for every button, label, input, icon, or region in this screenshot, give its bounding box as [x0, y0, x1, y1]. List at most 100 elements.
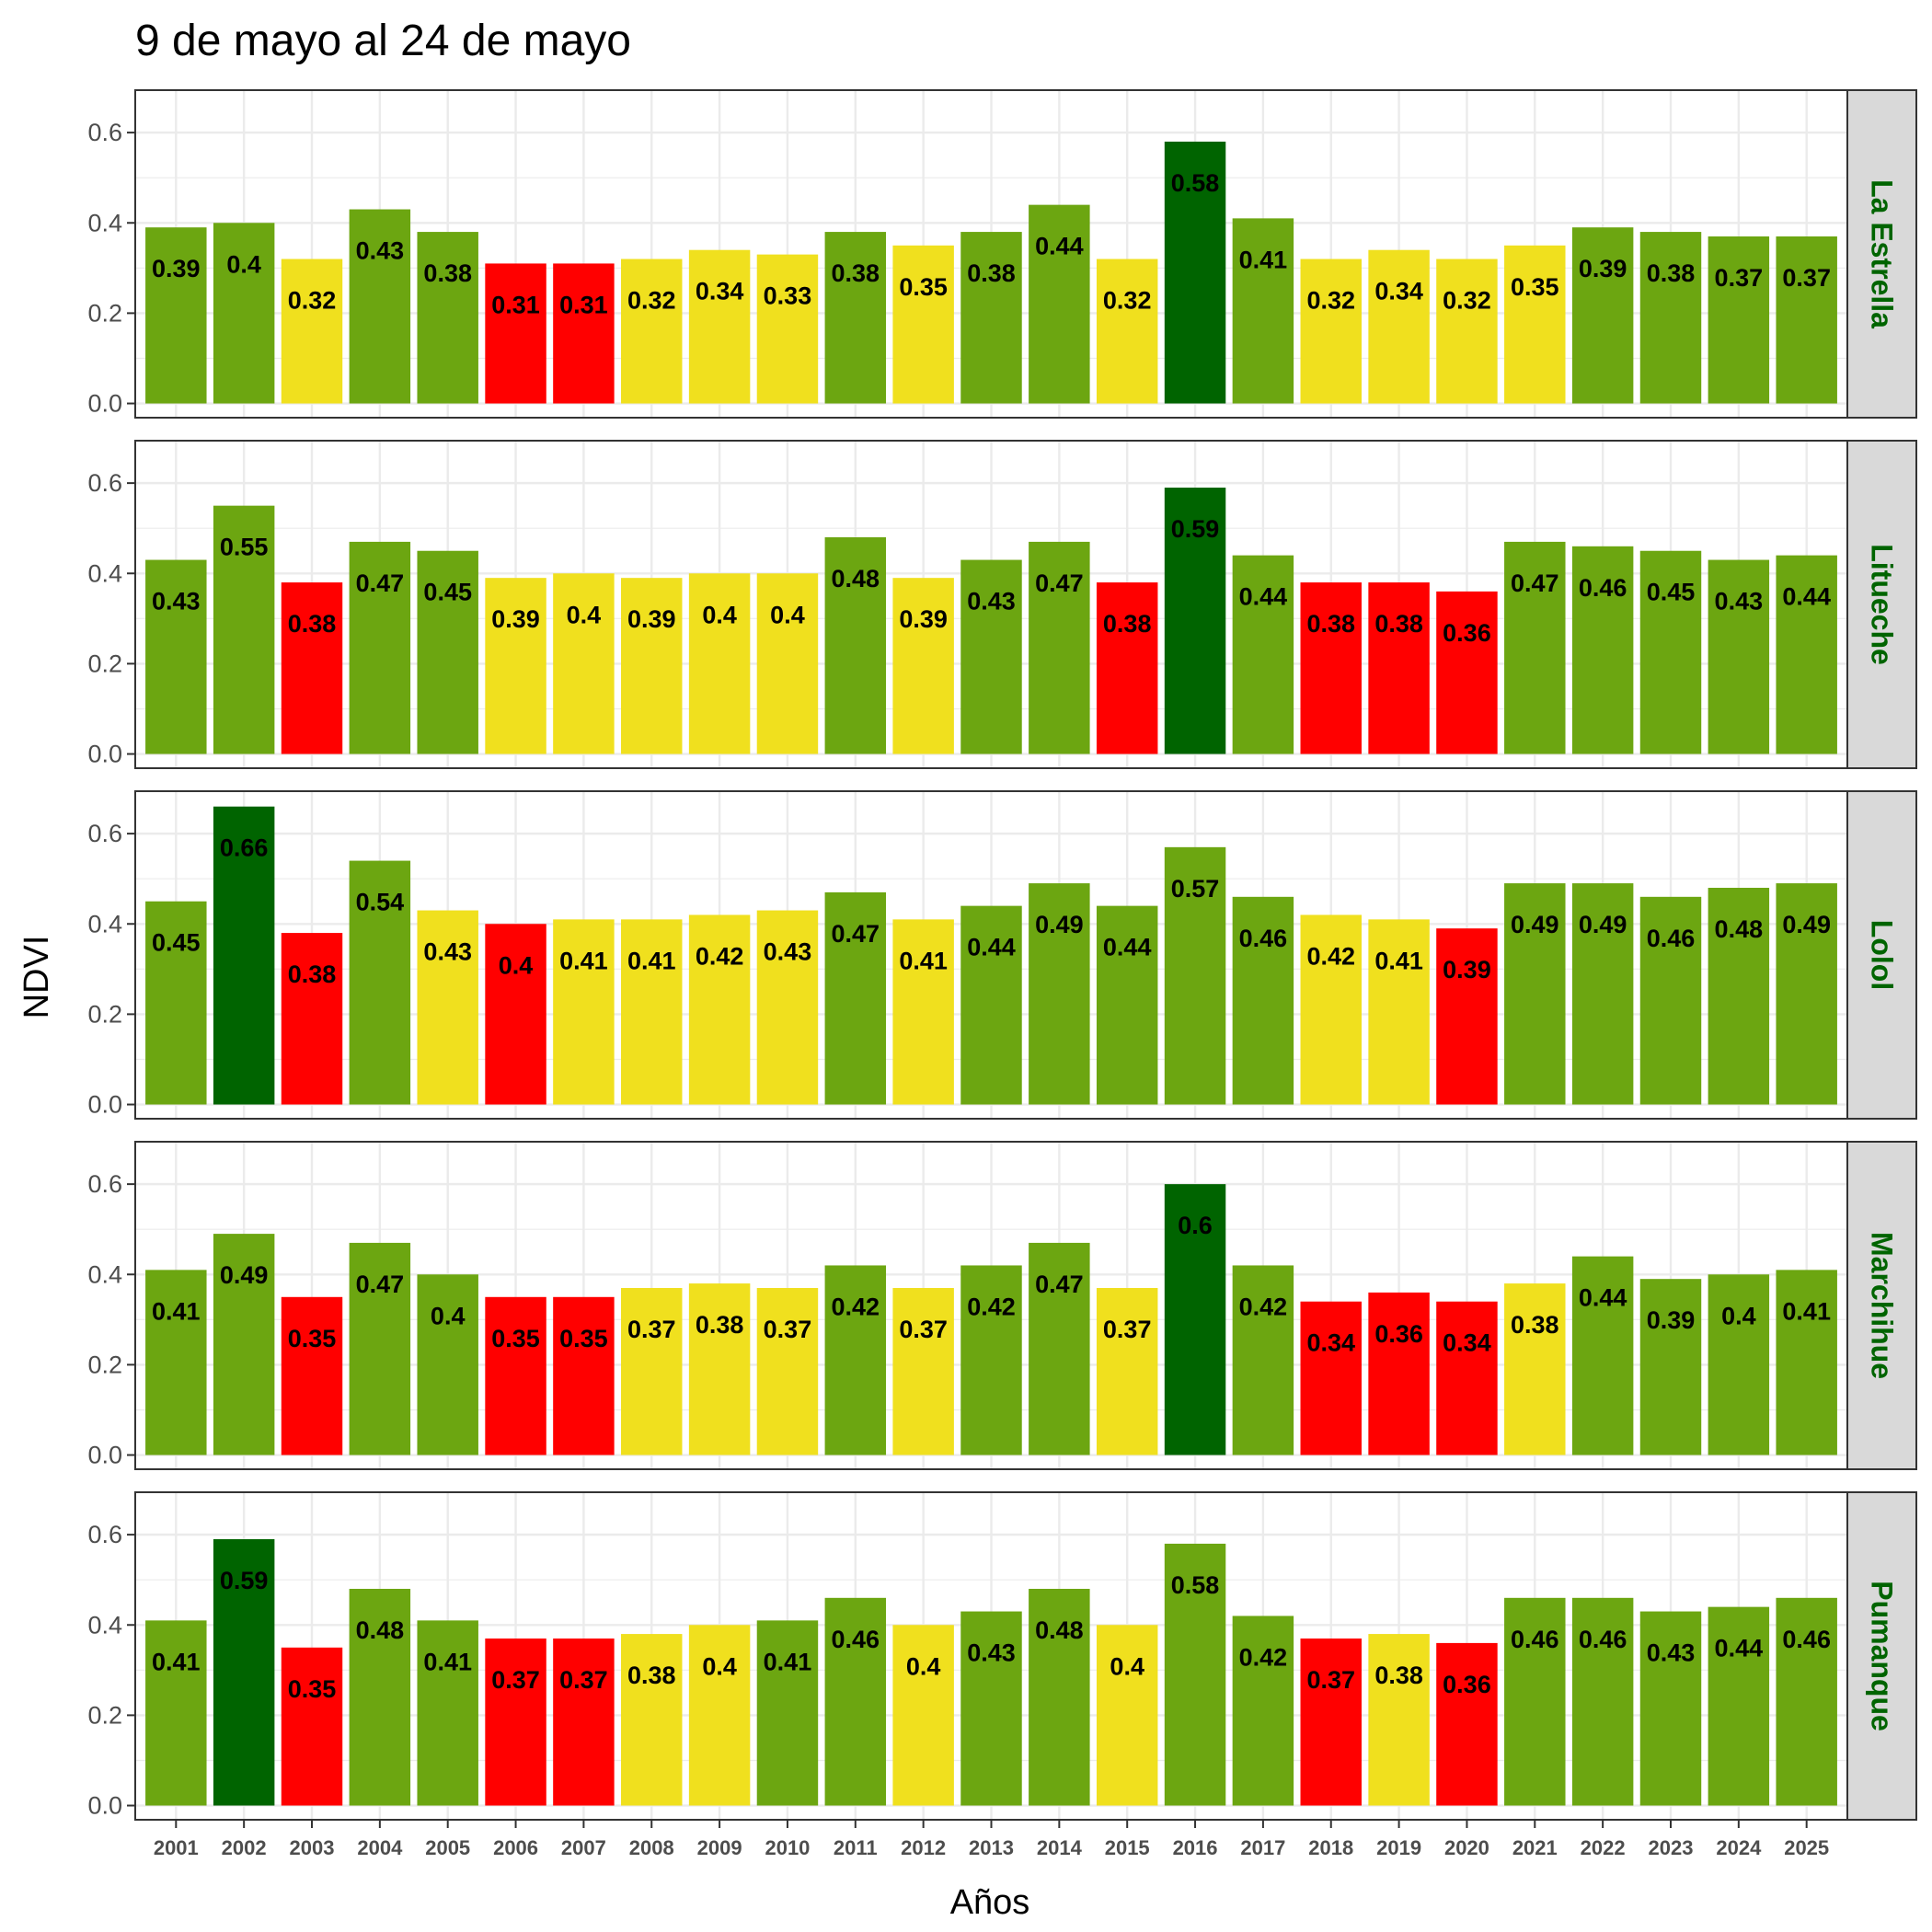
- bar: [1504, 245, 1566, 404]
- bar-value-label: 0.34: [1374, 278, 1423, 305]
- x-tick-label: 2023: [1649, 1836, 1694, 1859]
- y-tick-label: 0.2: [87, 1351, 122, 1378]
- bar: [553, 573, 615, 754]
- facet-panel: 0.0 0.2 0.4 0.6 0.41 0.59 0.35 0.48 0.41 0.37 0.37…: [87, 1491, 1917, 1821]
- bar: [1300, 1301, 1362, 1455]
- bar: [688, 1283, 751, 1455]
- bar-value-label: 0.38: [832, 259, 880, 287]
- bar-value-label: 0.46: [1511, 1626, 1559, 1653]
- y-tick-label: 0.6: [87, 119, 122, 146]
- bar: [892, 245, 954, 404]
- bar: [1436, 591, 1498, 754]
- bar-value-label: 0.32: [1306, 287, 1355, 315]
- bar-value-label: 0.38: [1374, 1662, 1423, 1689]
- bar-value-label: 0.42: [1306, 942, 1355, 970]
- bar: [1776, 1270, 1837, 1455]
- bar: [892, 1625, 954, 1806]
- bar: [1029, 883, 1090, 1105]
- bar: [417, 910, 478, 1105]
- bar-value-label: 0.54: [356, 889, 405, 916]
- bar-value-label: 0.39: [1579, 255, 1627, 282]
- bar-value-label: 0.47: [1035, 1271, 1084, 1298]
- bar-value-label: 0.45: [1647, 579, 1696, 606]
- bar-value-label: 0.39: [152, 255, 201, 282]
- bar-value-label: 0.57: [1171, 875, 1220, 903]
- bar: [756, 1287, 819, 1455]
- bar: [145, 1620, 207, 1806]
- x-tick-label: 2012: [901, 1836, 946, 1859]
- x-axis-title: Años: [950, 1883, 1030, 1922]
- bar-value-label: 0.37: [899, 1316, 948, 1343]
- bar-value-label: 0.32: [1443, 287, 1491, 315]
- x-tick-label: 2013: [969, 1836, 1014, 1859]
- y-tick-label: 0.0: [87, 1442, 122, 1469]
- bar-value-label: 0.39: [899, 605, 948, 633]
- bar-value-label: 0.43: [152, 588, 201, 615]
- bar: [621, 919, 683, 1105]
- bar: [960, 1611, 1022, 1806]
- bar-value-label: 0.38: [1647, 259, 1696, 287]
- bar-value-label: 0.37: [1103, 1316, 1152, 1343]
- bar: [1300, 1638, 1362, 1806]
- facet-strip-label: Marchihue: [1866, 1232, 1899, 1379]
- bar-value-label: 0.4: [702, 1652, 737, 1680]
- facet-strip-label: Litueche: [1866, 544, 1899, 665]
- bar: [621, 259, 683, 404]
- bar-value-label: 0.42: [832, 1293, 880, 1320]
- bar-value-label: 0.47: [1511, 569, 1559, 597]
- bar-value-label: 0.38: [1103, 610, 1152, 638]
- x-tick-label: 2001: [154, 1836, 199, 1859]
- bar-value-label: 0.37: [764, 1316, 812, 1343]
- bar: [553, 1296, 615, 1455]
- bar: [1232, 1265, 1294, 1455]
- bar-value-label: 0.48: [356, 1616, 405, 1644]
- bar: [892, 578, 954, 754]
- bar-value-label: 0.41: [764, 1648, 812, 1675]
- bar: [349, 1589, 411, 1806]
- y-tick-label: 0.6: [87, 820, 122, 847]
- x-tick-label: 2008: [629, 1836, 674, 1859]
- bar-value-label: 0.45: [152, 929, 201, 957]
- facet-panel: 0.0 0.2 0.4 0.6 0.41 0.49 0.35 0.47 0.4 0.35 0.35 0…: [87, 1141, 1917, 1470]
- x-tick-label: 2014: [1037, 1836, 1083, 1859]
- x-tick-label: 2002: [222, 1836, 267, 1859]
- bar-value-label: 0.45: [423, 579, 472, 606]
- bar: [1571, 1256, 1634, 1455]
- bar-value-label: 0.39: [627, 605, 676, 633]
- bar: [1436, 1301, 1498, 1455]
- bar: [485, 1296, 546, 1455]
- bar: [1708, 888, 1770, 1105]
- bar-value-label: 0.4: [770, 601, 805, 628]
- bar: [349, 860, 411, 1105]
- bar: [1164, 488, 1226, 754]
- bar: [553, 1638, 615, 1806]
- facet-panels: 0.0 0.2 0.4 0.6 0.39 0.4 0.32 0.43 0.38 0.31 0.31 0…: [87, 89, 1917, 1821]
- bar: [756, 910, 819, 1105]
- bar: [553, 919, 615, 1105]
- x-tick-label: 2019: [1376, 1836, 1421, 1859]
- x-tick-label: 2020: [1444, 1836, 1489, 1859]
- bar-value-label: 0.41: [1374, 947, 1423, 974]
- facet-strip-label: La Estrella: [1866, 179, 1899, 328]
- bar-value-label: 0.4: [499, 951, 534, 979]
- bar-value-label: 0.35: [288, 1325, 337, 1352]
- bar: [1232, 896, 1294, 1105]
- bar: [1776, 1597, 1837, 1806]
- bar: [1232, 1616, 1294, 1806]
- bar: [417, 1274, 478, 1455]
- bar: [1639, 232, 1702, 404]
- y-tick-label: 0.6: [87, 1521, 122, 1548]
- bar: [1096, 1625, 1158, 1806]
- bar-value-label: 0.32: [1103, 287, 1152, 315]
- bar: [281, 582, 343, 754]
- bar: [688, 573, 751, 754]
- bar: [1504, 541, 1566, 754]
- y-tick-label: 0.4: [87, 1611, 122, 1639]
- bar-value-label: 0.36: [1374, 1320, 1423, 1348]
- y-tick-label: 0.2: [87, 1701, 122, 1729]
- bar: [485, 578, 546, 754]
- bar-value-label: 0.43: [764, 938, 812, 966]
- bar-value-label: 0.4: [1721, 1302, 1756, 1329]
- bar-value-label: 0.66: [220, 834, 269, 862]
- facet-panel: 0.0 0.2 0.4 0.6 0.45 0.66 0.38 0.54 0.43 0.4 0.41 0…: [87, 790, 1917, 1120]
